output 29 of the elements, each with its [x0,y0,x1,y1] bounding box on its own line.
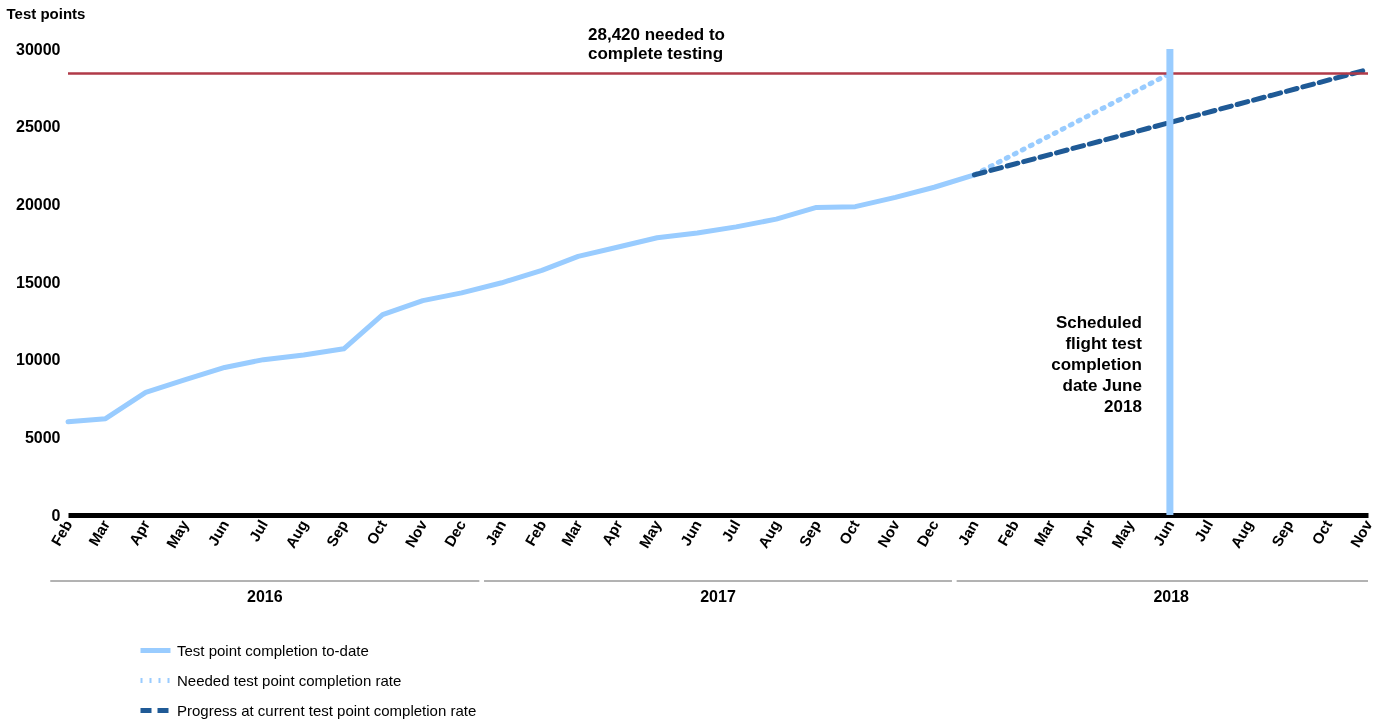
x-tick-label: Jul [245,517,271,545]
y-tick-label: 25000 [16,118,61,136]
x-tick-label: Jun [204,517,233,549]
y-tick-label: 5000 [24,428,61,446]
legend-label: Progress at current test point completion rate [177,701,477,719]
x-tick-label: Jun [1149,517,1178,549]
x-tick-label: Jul [1190,517,1217,545]
y-tick-label: 10000 [16,351,61,369]
x-tick-label: Oct [835,517,863,548]
ref-line-label: Scheduled flight test completion date June 2018 [1051,312,1143,416]
x-tick-label: Oct [1308,517,1336,548]
y-tick-label: 0 [51,506,61,524]
x-tick-label: Jul [717,517,744,545]
text: 2016 [247,588,283,605]
y-tick-label: 15000 [16,273,61,291]
x-tick-label: Feb [993,517,1022,549]
x-tick-label: Oct [362,517,391,548]
x-tick-label: Jun [676,517,705,549]
legend-label: Needed test point completion rate [177,671,402,689]
x-tick-label: Feb [521,517,550,549]
y-tick-label: 30000 [16,40,61,58]
x-tick-label: Jan [954,517,982,548]
text: 2017 [700,588,736,605]
y-axis-title: Test points [6,4,86,22]
x-tick-label: Jan [481,517,510,548]
ref-line-label: 28,420 needed to complete testing [588,24,726,63]
text: 2018 [1153,588,1190,605]
legend-label: Test point completion to-date [177,641,369,659]
y-tick-label: 20000 [16,195,61,213]
